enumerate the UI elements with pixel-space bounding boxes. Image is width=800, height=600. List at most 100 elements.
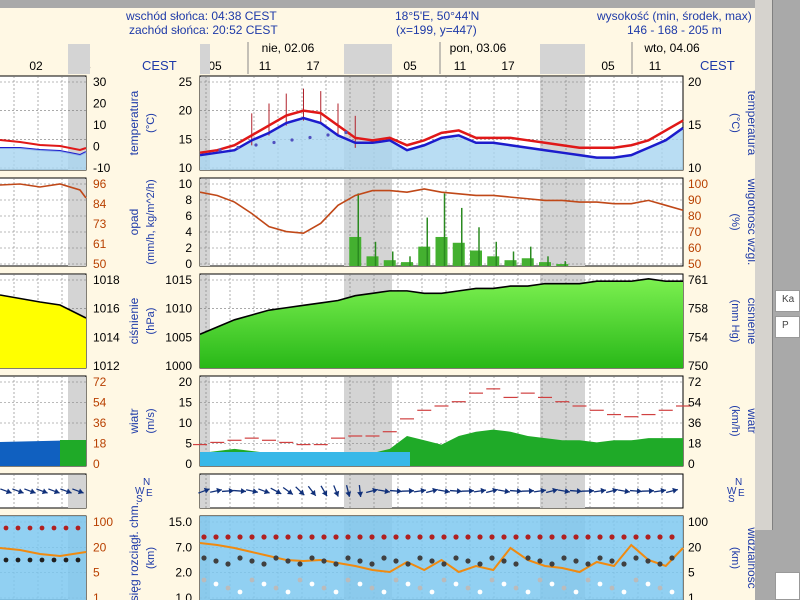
cloud-dot-low-37 <box>645 581 651 587</box>
wind-tick-left-0: 20 <box>179 375 193 389</box>
cloud-dot-high-21 <box>453 534 459 540</box>
wind-unit-left: (m/s) <box>145 408 157 433</box>
cloud-dot-mid-13 <box>357 558 363 564</box>
cloud-dot-mid-29 <box>549 561 555 567</box>
wind-arrow-head <box>432 487 438 494</box>
elevation-values: 146 - 168 - 205 m <box>627 23 722 37</box>
pressure-tick-right-3: 750 <box>688 359 708 373</box>
wind-label-left: wiatr <box>127 408 141 434</box>
wind-tick-left-4: 0 <box>185 457 192 471</box>
dewpoint-dot-2 <box>254 143 258 147</box>
wind-arrow-head <box>648 487 654 494</box>
wind-arrow-head <box>275 488 282 495</box>
hour-label-2: 17 <box>306 59 320 73</box>
cloud-dot-low-11 <box>333 589 339 595</box>
wind-arrow-33 <box>593 487 607 494</box>
pressure-tick-left-3: 1000 <box>165 359 192 373</box>
header-night-band-1 <box>344 44 392 74</box>
compass-left-s: S <box>136 494 143 505</box>
cloud-dot-high-30 <box>561 534 567 540</box>
wind-tick-right-0: 72 <box>688 375 702 389</box>
timezone-right: CEST <box>700 58 735 73</box>
cloud-dot-low-33 <box>597 581 603 587</box>
cloud-dot-high-12 <box>345 534 351 540</box>
visibility-tick-left-0: 15.0 <box>169 515 193 529</box>
side-card-1[interactable]: Ka <box>775 290 800 312</box>
pressure-line <box>199 278 683 335</box>
temperature-left-night <box>68 77 86 170</box>
side-card-2[interactable]: P <box>775 316 800 338</box>
timezone-left: CEST <box>142 58 177 73</box>
precipitation-tick-left-5: 0 <box>185 257 192 271</box>
cloud-left-dot-6 <box>75 525 81 531</box>
wind-tick-small-0: 72 <box>93 375 107 389</box>
cloud-dot-high-3 <box>237 534 243 540</box>
pressure-tick-right-2: 754 <box>688 330 708 344</box>
wind-arrow-29 <box>546 487 558 494</box>
cloud-dot-low-32 <box>585 577 591 583</box>
cloud-dot-low-15 <box>381 589 387 595</box>
cloud-dot-low-12 <box>345 577 351 583</box>
scrollbar[interactable] <box>755 0 773 530</box>
wind-arrow-head <box>333 490 340 497</box>
wind-arrow-23 <box>473 487 487 494</box>
compass-right-e: E <box>738 488 745 499</box>
visibility-tick-small-0: 100 <box>93 515 113 529</box>
cloud-dot-mid-23 <box>477 561 483 567</box>
wind-arrow-2 <box>221 487 235 494</box>
wind-arrow-4 <box>245 488 259 495</box>
cloud-dot-mid-39 <box>669 555 675 561</box>
cloud-dot-mid-32 <box>585 561 591 567</box>
cloud-dot-mid-19 <box>429 558 435 564</box>
cloud-dot-high-1 <box>213 534 219 540</box>
wind-arrow-24 <box>486 487 498 494</box>
temperature-tick-small-1: 20 <box>93 97 107 111</box>
cloud-dot-high-10 <box>321 534 327 540</box>
cloud-dot-low-1 <box>213 581 219 587</box>
cloud-dot-high-18 <box>417 534 423 540</box>
cloud-dot-low-34 <box>609 585 615 591</box>
cloud-dot-low-8 <box>297 577 303 583</box>
wind-arrow-head <box>468 487 474 494</box>
cloud-dot-high-28 <box>537 534 543 540</box>
cloud-dot-high-11 <box>333 534 339 540</box>
wind-arrow-15 <box>377 488 391 495</box>
wind-arrow-27 <box>521 487 535 494</box>
wind-arrow-head <box>516 488 522 495</box>
temperature-left-area <box>0 148 86 170</box>
wind-arrow-head <box>372 487 378 494</box>
wind-arrow-34 <box>606 487 618 494</box>
wind-arrow-31 <box>569 488 583 495</box>
cloud-dot-low-0 <box>201 577 207 583</box>
visibility-unit-right: (km) <box>729 547 741 569</box>
pressure-night-0 <box>200 275 210 368</box>
temperature-tick-left-2: 15 <box>179 132 193 146</box>
precipitation-tick-small-4: 50 <box>93 257 107 271</box>
hour-label-4: 05 <box>403 59 417 73</box>
cloud-dot-mid-14 <box>369 561 375 567</box>
precipitation-tick-small-0: 96 <box>93 177 107 191</box>
cloud-dot-low-24 <box>489 577 495 583</box>
cloud-dot-low-35 <box>621 589 627 595</box>
wind-left-arrow-0 <box>0 488 12 495</box>
visibility-tick-right-1: 20 <box>688 540 702 554</box>
cloud-dot-low-2 <box>225 585 231 591</box>
side-card-3[interactable] <box>775 572 800 600</box>
header-night-band-0 <box>200 44 210 74</box>
cloud-dot-high-36 <box>633 534 639 540</box>
wind-arrow-35 <box>617 488 631 495</box>
cloud-dot-low-5 <box>261 581 267 587</box>
sunset-text: zachód słońca: 20:52 CEST <box>129 23 278 37</box>
wind-arrow-16 <box>389 488 403 495</box>
wind-left-arrow-head <box>29 488 36 495</box>
cloud-dot-mid-36 <box>633 555 639 561</box>
wind-tick-left-2: 10 <box>179 416 193 430</box>
wind-arrow-head <box>480 487 486 494</box>
cloud-dot-mid-17 <box>405 561 411 567</box>
cloud-dot-low-26 <box>513 585 519 591</box>
precipitation-tick-small-2: 73 <box>93 217 107 231</box>
precipitation-tick-right-2: 80 <box>688 209 702 223</box>
cloud-dot-high-27 <box>525 534 531 540</box>
wind-arrow-head <box>552 487 558 494</box>
wind-arrow-head <box>252 488 258 495</box>
